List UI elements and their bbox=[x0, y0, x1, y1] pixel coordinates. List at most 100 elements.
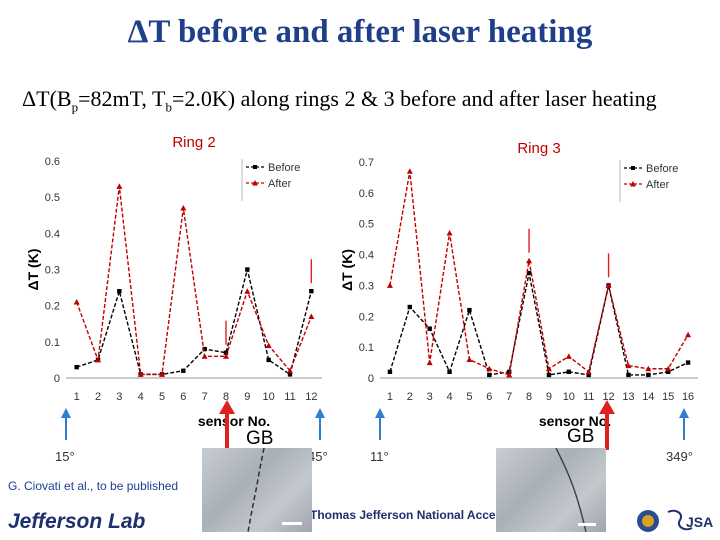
ring2-x-tick-label: 7 bbox=[202, 391, 208, 403]
ring3-legend-label: After bbox=[646, 179, 670, 191]
ring2-x-tick-label: 11 bbox=[284, 391, 295, 403]
ring2-after-point bbox=[201, 353, 208, 359]
ring2-y-tick-label: 0.2 bbox=[45, 301, 60, 313]
ring3-x-tick-label: 9 bbox=[546, 391, 552, 403]
ring2-x-tick-label: 8 bbox=[223, 391, 229, 403]
red-arrow-gb-left bbox=[219, 400, 235, 450]
ring2-x-tick-label: 5 bbox=[159, 391, 165, 403]
ring3-x-tick-label: 4 bbox=[447, 391, 453, 403]
ring3-before-point bbox=[447, 369, 452, 375]
ring2-after-point bbox=[116, 183, 123, 189]
ring3-before-point bbox=[387, 369, 393, 375]
ring3-y-tick-label: 0.4 bbox=[359, 250, 374, 262]
ring3-after-point bbox=[386, 282, 393, 288]
ring3-x-axis-label: sensor No. bbox=[539, 413, 611, 429]
gb-label-left: GB bbox=[246, 428, 274, 449]
ring3-series-before-line bbox=[389, 272, 689, 376]
ring3-after-point bbox=[565, 353, 572, 359]
ring2-chart: Ring 200.10.20.30.40.50.61 2 3 4 5 6 7 8 9 10 11 12… bbox=[25, 134, 322, 429]
ring2-x-tick-label: 10 bbox=[263, 391, 275, 403]
ring2-x-tick-label: 4 bbox=[138, 391, 144, 403]
gb-label-right: GB bbox=[567, 426, 595, 447]
ring3-after-point bbox=[645, 365, 652, 372]
angle-label-349: 349° bbox=[666, 449, 693, 464]
ring3-before-point bbox=[487, 372, 492, 378]
ring3-after-point bbox=[685, 331, 692, 338]
subtitle-suffix: =2.0K) along rings 2 & 3 before and afte… bbox=[171, 86, 657, 111]
ring3-before-point bbox=[586, 372, 591, 378]
ring3-chart: Ring 300.10.20.30.40.50.60.71 2 3 4 5 6 7 8 9 10 1… bbox=[339, 140, 698, 429]
ring3-x-tick-label: 2 bbox=[407, 391, 413, 403]
ring2-before-point bbox=[117, 289, 122, 294]
ring2-after-point bbox=[180, 205, 187, 211]
subtitle-mid: =82mT, T bbox=[78, 86, 166, 111]
ring2-legend-marker bbox=[253, 165, 257, 169]
ring3-y-tick-label: 0 bbox=[368, 373, 374, 385]
ring3-after-point bbox=[585, 368, 592, 375]
ring3-before-point bbox=[526, 270, 532, 276]
ring2-x-tick-label: 2 bbox=[95, 391, 101, 403]
ring2-x-tick-label: 6 bbox=[180, 391, 186, 403]
ring3-before-point bbox=[407, 304, 413, 310]
ring3-after-point bbox=[426, 359, 433, 366]
doe-seal-icon bbox=[637, 510, 659, 532]
ring3-before-point bbox=[467, 307, 472, 313]
ring3-x-tick-label: 15 bbox=[662, 391, 674, 403]
ring3-series-after-line bbox=[389, 171, 689, 376]
ring2-after-point bbox=[73, 299, 80, 305]
ring3-y-tick-label: 0.3 bbox=[359, 280, 374, 292]
ring3-x-tick-label: 3 bbox=[427, 391, 433, 403]
ring2-before-point bbox=[202, 346, 207, 352]
ring2-y-tick-label: 0 bbox=[54, 373, 60, 385]
jsa-logo: JSA bbox=[667, 509, 713, 531]
blue-arrow-45 bbox=[315, 408, 325, 440]
ring2-y-tick-label: 0.4 bbox=[45, 228, 60, 240]
ring3-after-point bbox=[486, 365, 493, 372]
ring2-before-point bbox=[74, 364, 79, 370]
ring3-y-tick-label: 0.1 bbox=[359, 342, 374, 354]
ring2-chart-title: Ring 2 bbox=[172, 134, 215, 151]
ring2-x-axis-label: sensor No. bbox=[198, 413, 270, 429]
ring3-legend-marker bbox=[631, 166, 635, 170]
ring3-x-tick-label: 8 bbox=[526, 391, 532, 403]
ring2-series-before-line bbox=[76, 269, 313, 376]
ring3-before-point bbox=[665, 369, 671, 375]
ring3-after-point bbox=[446, 229, 453, 236]
ring3-x-tick-label: 1 bbox=[387, 391, 393, 403]
ring3-x-tick-label: 14 bbox=[642, 391, 654, 403]
blue-arrow-349 bbox=[679, 408, 689, 440]
ring2-after-point bbox=[308, 313, 315, 320]
ring2-legend-label: Before bbox=[268, 162, 300, 174]
ring3-x-tick-label: 12 bbox=[602, 391, 614, 403]
ring2-before-point bbox=[181, 368, 186, 373]
ring2-x-tick-label: 12 bbox=[305, 391, 317, 403]
ring2-before-point bbox=[309, 289, 314, 294]
slide-subtitle: ΔT(Bp=82mT, Tb=2.0K) along rings 2 & 3 b… bbox=[22, 86, 712, 115]
ring2-x-tick-label: 3 bbox=[116, 391, 122, 403]
ring3-before-point bbox=[566, 369, 572, 375]
micrograph-right bbox=[496, 447, 606, 533]
ring2-y-tick-label: 0.5 bbox=[45, 192, 60, 204]
ring2-before-point bbox=[245, 267, 250, 272]
ring2-x-tick-label: 9 bbox=[244, 391, 250, 403]
citation: G. Ciovati et al., to be published bbox=[8, 479, 179, 493]
ring2-before-point bbox=[287, 372, 293, 377]
ring2-y-tick-label: 0.1 bbox=[45, 337, 60, 349]
ring2-after-point bbox=[95, 356, 101, 363]
ring3-before-point bbox=[685, 360, 691, 365]
ring2-after-point bbox=[244, 288, 251, 294]
ring2-x-tick-label: 1 bbox=[74, 391, 80, 403]
ring3-x-tick-label: 6 bbox=[486, 391, 492, 403]
ring3-x-tick-label: 10 bbox=[563, 391, 575, 403]
ring2-series-after-line bbox=[76, 186, 312, 376]
ring2-after-point bbox=[137, 371, 144, 377]
angle-label-15: 15° bbox=[55, 449, 75, 464]
ring3-x-tick-label: 11 bbox=[583, 391, 594, 403]
ring2-y-tick-label: 0.6 bbox=[45, 156, 60, 168]
ring3-after-point bbox=[625, 362, 632, 369]
jsa-logo-text: JSA bbox=[686, 514, 713, 530]
ring3-chart-title: Ring 3 bbox=[517, 140, 560, 157]
ring3-x-tick-label: 16 bbox=[682, 391, 694, 403]
ring3-legend-label: Before bbox=[646, 163, 678, 175]
angle-label-45: 45° bbox=[308, 449, 328, 464]
